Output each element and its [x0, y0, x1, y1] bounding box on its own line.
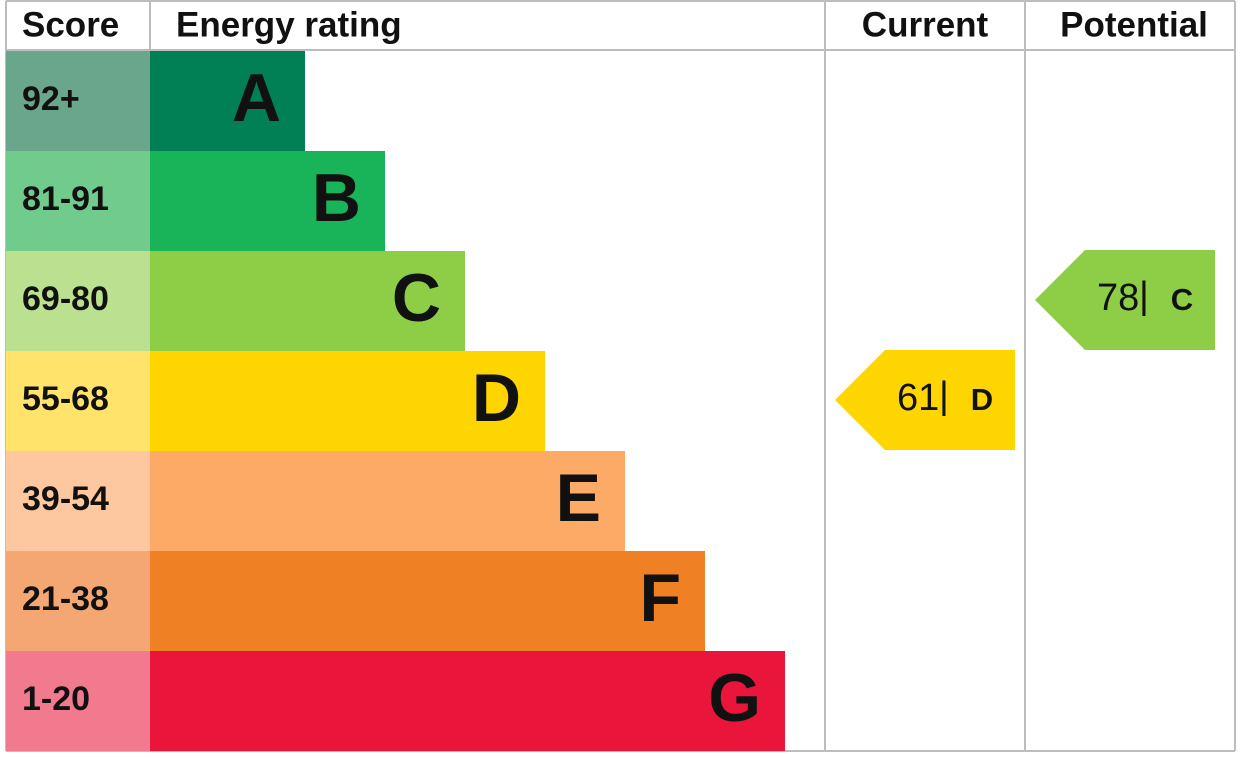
rating-value: 61	[897, 377, 939, 419]
score-cell	[6, 151, 150, 251]
current-header: Current	[862, 5, 989, 44]
rating-arrow	[835, 350, 1015, 450]
rating-arrow	[1035, 250, 1215, 350]
rating-letter-small: D	[971, 382, 993, 417]
rating-bar	[150, 451, 625, 551]
rating-letter: B	[312, 160, 361, 236]
rating-bar	[150, 551, 705, 651]
score-cell	[6, 551, 150, 651]
rating-letter: G	[708, 660, 761, 736]
score-label: 39-54	[22, 480, 109, 518]
score-label: 69-80	[22, 280, 109, 318]
score-cell	[6, 51, 150, 151]
potential-arrow: 78 | C	[1035, 250, 1215, 350]
score-label: 92+	[22, 80, 80, 118]
rating-letter: C	[392, 260, 441, 336]
score-label: 1-20	[22, 680, 90, 718]
score-cell	[6, 351, 150, 451]
rating-bar	[150, 351, 545, 451]
current-arrow: 61 | D	[835, 350, 1015, 450]
rating-letter: D	[472, 360, 521, 436]
rating-bar	[150, 151, 385, 251]
potential-header: Potential	[1060, 5, 1208, 44]
score-label: 21-38	[22, 580, 109, 618]
rating-letter: F	[639, 560, 681, 636]
rating-bar	[150, 51, 305, 151]
score-cell	[6, 251, 150, 351]
rating-letter-small: C	[1171, 282, 1193, 317]
separator: |	[1139, 275, 1149, 317]
separator: |	[939, 375, 949, 417]
score-label: 55-68	[22, 380, 109, 418]
rating-bar	[150, 651, 785, 751]
score-header: Score	[22, 5, 119, 44]
rating-letter: E	[556, 460, 601, 536]
score-cell	[6, 651, 150, 751]
rating-header: Energy rating	[176, 5, 402, 44]
score-label: 81-91	[22, 180, 109, 218]
rating-value: 78	[1097, 277, 1139, 319]
score-cell	[6, 451, 150, 551]
rating-letter: A	[232, 60, 281, 136]
rating-bar	[150, 251, 465, 351]
